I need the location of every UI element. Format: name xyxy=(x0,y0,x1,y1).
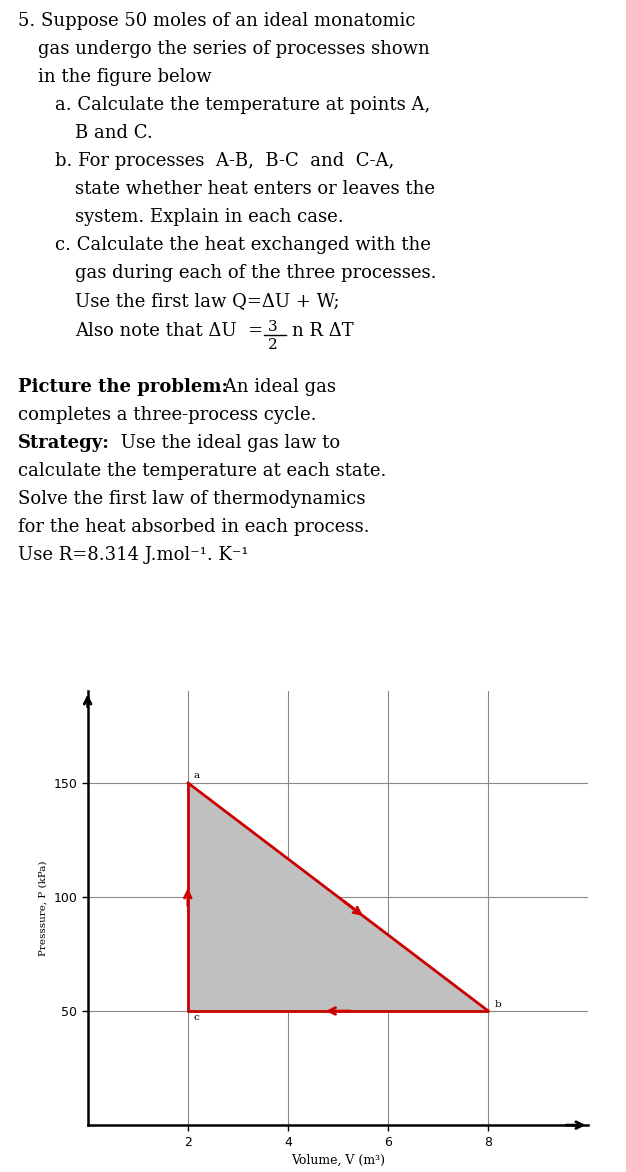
Text: c. Calculate the heat exchanged with the: c. Calculate the heat exchanged with the xyxy=(55,236,431,254)
Text: calculate the temperature at each state.: calculate the temperature at each state. xyxy=(18,462,386,481)
Text: An ideal gas: An ideal gas xyxy=(218,379,336,396)
Text: a: a xyxy=(194,771,200,781)
Text: completes a three-process cycle.: completes a three-process cycle. xyxy=(18,406,317,424)
Text: Solve the first law of thermodynamics: Solve the first law of thermodynamics xyxy=(18,490,366,507)
Text: B and C.: B and C. xyxy=(75,124,153,142)
Text: Picture the problem:: Picture the problem: xyxy=(18,379,228,396)
Text: Use R=8.314 J.mol⁻¹. K⁻¹: Use R=8.314 J.mol⁻¹. K⁻¹ xyxy=(18,546,249,564)
Text: n R ΔT: n R ΔT xyxy=(292,322,354,340)
Text: a. Calculate the temperature at points A,: a. Calculate the temperature at points A… xyxy=(55,96,430,114)
Text: system. Explain in each case.: system. Explain in each case. xyxy=(75,207,344,226)
Text: Strategy:: Strategy: xyxy=(18,434,110,452)
Text: Also note that ΔU  =: Also note that ΔU = xyxy=(75,322,263,340)
Text: Use the ideal gas law to: Use the ideal gas law to xyxy=(115,434,340,452)
Text: b: b xyxy=(495,1000,501,1009)
Text: gas during each of the three processes.: gas during each of the three processes. xyxy=(75,264,436,282)
Text: b. For processes  A-B,  B-C  and  C-A,: b. For processes A-B, B-C and C-A, xyxy=(55,152,394,170)
Y-axis label: Presssure, P (kPa): Presssure, P (kPa) xyxy=(39,860,48,956)
Text: Use the first law Q=ΔU + W;: Use the first law Q=ΔU + W; xyxy=(75,292,340,311)
Text: state whether heat enters or leaves the: state whether heat enters or leaves the xyxy=(75,180,435,198)
X-axis label: Volume, V (m³): Volume, V (m³) xyxy=(291,1154,385,1167)
Text: 5. Suppose 50 moles of an ideal monatomic: 5. Suppose 50 moles of an ideal monatomi… xyxy=(18,12,416,30)
Text: c: c xyxy=(194,1014,200,1022)
Text: in the figure below: in the figure below xyxy=(38,68,212,86)
Text: gas undergo the series of processes shown: gas undergo the series of processes show… xyxy=(38,40,430,57)
Text: 2: 2 xyxy=(268,338,278,352)
Text: 3: 3 xyxy=(268,320,277,334)
Text: for the heat absorbed in each process.: for the heat absorbed in each process. xyxy=(18,518,369,536)
